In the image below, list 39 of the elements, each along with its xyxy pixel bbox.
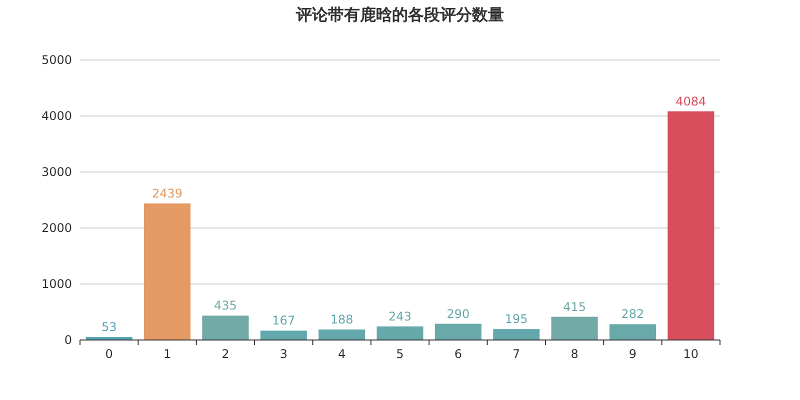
data-label: 2439 xyxy=(152,186,183,200)
y-tick-label: 5000 xyxy=(41,53,72,67)
y-tick-label: 1000 xyxy=(41,277,72,291)
bar xyxy=(202,316,249,340)
bar xyxy=(260,330,307,340)
x-tick-label: 0 xyxy=(105,347,113,361)
data-label: 290 xyxy=(446,306,470,321)
data-label: 188 xyxy=(330,312,354,326)
y-tick-label: 2000 xyxy=(41,221,72,235)
y-tick-label: 4000 xyxy=(41,109,72,123)
data-label: 282 xyxy=(621,307,644,322)
bar xyxy=(609,324,656,340)
chart-title: 评论带有鹿晗的各段评分数量 xyxy=(295,5,504,24)
data-label: 195 xyxy=(504,312,528,326)
data-label: 167 xyxy=(272,314,296,328)
x-tick-label: 7 xyxy=(512,347,520,361)
bar xyxy=(493,329,540,340)
bar xyxy=(434,324,482,340)
bar xyxy=(376,326,424,340)
x-tick-label: 8 xyxy=(570,347,578,361)
x-tick-label: 1 xyxy=(163,347,172,361)
x-tick-label: 9 xyxy=(628,347,637,361)
data-label: 243 xyxy=(388,309,412,324)
x-tick-label: 4 xyxy=(338,347,346,361)
x-tick-label: 2 xyxy=(222,347,230,361)
bar xyxy=(318,329,366,340)
data-label: 435 xyxy=(214,298,237,313)
bar xyxy=(551,316,598,340)
data-label: 53 xyxy=(101,320,117,334)
y-tick-label: 0 xyxy=(64,333,72,347)
x-tick-label: 10 xyxy=(683,347,699,361)
y-tick-label: 3000 xyxy=(41,165,72,179)
data-label: 415 xyxy=(563,300,586,314)
x-tick-label: 3 xyxy=(280,347,288,361)
data-label: 4084 xyxy=(676,94,706,108)
bar xyxy=(668,111,714,340)
x-tick-label: 6 xyxy=(454,347,462,361)
x-tick-label: 5 xyxy=(396,347,404,361)
bar xyxy=(144,203,191,340)
